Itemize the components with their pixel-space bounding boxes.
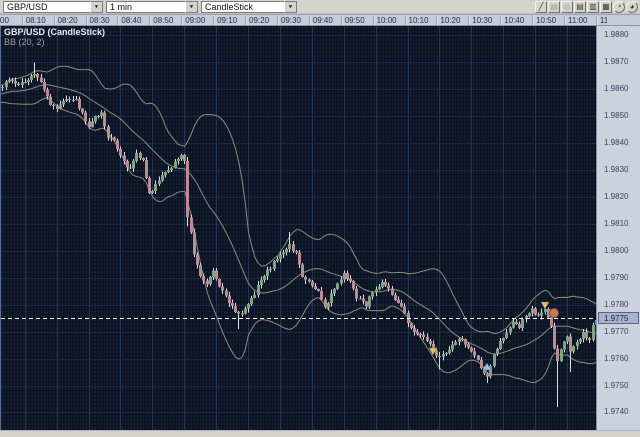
candlestick-chart bbox=[1, 26, 597, 430]
time-tick-label: 10:50 bbox=[536, 16, 557, 25]
circle-slash-icon: ◎ bbox=[563, 1, 571, 11]
pencil-icon: ╱ bbox=[538, 1, 544, 11]
grid-icon: ▦ bbox=[602, 1, 610, 11]
time-tick bbox=[595, 16, 597, 25]
price-tick-label: 1.9810 bbox=[604, 218, 629, 228]
time-tick bbox=[436, 16, 438, 25]
time-tick bbox=[53, 16, 55, 25]
time-tick-label: 09:00 bbox=[185, 16, 206, 25]
chevron-down-icon[interactable]: ▼ bbox=[284, 0, 297, 13]
indicator-list-button[interactable]: ▤ bbox=[548, 0, 560, 13]
sell-arrow-marker bbox=[428, 347, 438, 356]
interval-select-value: 1 min bbox=[110, 1, 133, 12]
current-price-tag: 1.9775 bbox=[598, 312, 639, 325]
sell-arrow-marker bbox=[540, 301, 550, 310]
chevron-down-icon[interactable]: ▼ bbox=[185, 0, 198, 13]
price-tick-label: 1.9770 bbox=[604, 326, 629, 336]
time-tick-label: 10:30 bbox=[472, 16, 493, 25]
draw-line-button[interactable]: ╱ bbox=[535, 0, 547, 13]
time-tick bbox=[372, 16, 374, 25]
chart-type-select[interactable]: CandleStick ▼ bbox=[201, 0, 297, 13]
time-tick bbox=[468, 16, 470, 25]
time-tick bbox=[564, 16, 565, 25]
time-tick-label: 10:20 bbox=[440, 16, 461, 25]
time-tick-label: 00 bbox=[0, 16, 9, 25]
time-tick-label: 09:50 bbox=[344, 16, 365, 25]
columns-icon: ▥ bbox=[589, 1, 597, 11]
clock-icon: ◔ bbox=[616, 1, 622, 11]
time-tick-label: 09:30 bbox=[280, 16, 301, 25]
clock-button-1[interactable]: ◔ bbox=[613, 0, 625, 13]
time-tick bbox=[404, 16, 406, 25]
time-tick-label: 08:20 bbox=[57, 16, 78, 25]
indicator-label: BB (20, 2) bbox=[4, 37, 45, 47]
time-tick-label: 09:40 bbox=[312, 16, 333, 25]
time-tick-label: 10:40 bbox=[504, 16, 525, 25]
rows-icon: ▤ bbox=[576, 1, 584, 11]
time-tick-label: 11:00 bbox=[568, 16, 588, 25]
price-tick-label: 1.9850 bbox=[604, 111, 629, 121]
time-tick-label: 08:10 bbox=[25, 16, 46, 25]
alert-dot-marker bbox=[549, 308, 559, 318]
time-tick bbox=[117, 16, 119, 25]
time-tick bbox=[245, 16, 246, 25]
price-tick-label: 1.9870 bbox=[604, 57, 629, 67]
price-axis[interactable]: 1.9880 1.9870 1.9860 1.9850 1.9840 1.9830 1.98… bbox=[596, 26, 640, 430]
toolbar: GBP/USD ▼ 1 min ▼ CandleStick ▼ ╱ ▤ ◎ ▤ ▥ ▦ ◔ ◕ bbox=[0, 0, 640, 14]
clock-button-2[interactable]: ◕ bbox=[626, 0, 638, 13]
clock-icon: ◕ bbox=[629, 1, 635, 11]
window-bottom-frame bbox=[0, 430, 640, 437]
time-tick bbox=[181, 16, 183, 25]
price-tick-label: 1.9880 bbox=[604, 30, 629, 40]
time-tick-label: 10:00 bbox=[376, 16, 397, 25]
time-tick-label: 11:10 bbox=[599, 16, 607, 25]
time-tick bbox=[532, 16, 534, 25]
chart-panel[interactable]: GBP/USD (CandleStick) BB (20, 2) bbox=[0, 26, 597, 430]
erase-button[interactable]: ◎ bbox=[561, 0, 573, 13]
time-tick bbox=[21, 16, 23, 25]
time-tick-label: 09:10 bbox=[217, 16, 238, 25]
time-tick bbox=[213, 16, 215, 25]
time-tick-label: 08:50 bbox=[153, 16, 174, 25]
chevron-down-icon[interactable]: ▼ bbox=[90, 0, 103, 13]
price-tick-label: 1.9750 bbox=[604, 380, 629, 390]
time-tick-label: 10:10 bbox=[408, 16, 429, 25]
time-tick bbox=[308, 16, 310, 25]
price-tick-label: 1.9830 bbox=[604, 165, 629, 175]
price-tick-label: 1.9820 bbox=[604, 192, 629, 202]
price-tick-label: 1.9860 bbox=[604, 84, 629, 94]
price-tick-label: 1.9740 bbox=[604, 407, 629, 417]
price-tick-label: 1.9760 bbox=[604, 353, 629, 363]
time-tick bbox=[500, 16, 502, 25]
time-tick bbox=[340, 16, 342, 25]
chart-title-label: GBP/USD (CandleStick) bbox=[4, 27, 106, 37]
interval-select[interactable]: 1 min ▼ bbox=[106, 0, 198, 13]
price-tick-label: 1.9780 bbox=[604, 299, 629, 309]
layout-grid-button[interactable]: ▦ bbox=[600, 0, 612, 13]
price-tick-label: 1.9790 bbox=[604, 272, 629, 282]
layout-split-button[interactable]: ▥ bbox=[587, 0, 599, 13]
time-tick-label: 09:20 bbox=[249, 16, 270, 25]
buy-arrow-marker bbox=[482, 362, 492, 371]
time-axis[interactable]: 00 08:10 08:20 08:30 08:40 08:50 09:00 09:10 09:… bbox=[0, 14, 640, 26]
toolbar-button-group: ╱ ▤ ◎ ▤ ▥ ▦ ◔ ◕ bbox=[534, 0, 638, 13]
price-tick-label: 1.9800 bbox=[604, 245, 629, 255]
list-icon: ▤ bbox=[550, 1, 558, 11]
time-tick-label: 08:40 bbox=[121, 16, 142, 25]
layout-rows-button[interactable]: ▤ bbox=[574, 0, 586, 13]
time-tick-label: 08:30 bbox=[89, 16, 110, 25]
time-tick bbox=[276, 16, 278, 25]
time-tick bbox=[149, 16, 151, 25]
chart-type-select-value: CandleStick bbox=[205, 1, 254, 12]
price-tick-label: 1.9840 bbox=[604, 138, 629, 148]
time-tick bbox=[85, 16, 87, 25]
symbol-select-value: GBP/USD bbox=[7, 1, 48, 12]
symbol-select[interactable]: GBP/USD ▼ bbox=[3, 0, 103, 13]
